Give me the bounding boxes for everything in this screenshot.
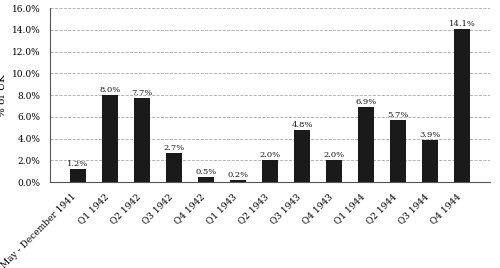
Bar	[358, 107, 374, 182]
Bar	[198, 177, 214, 182]
Text: 0.2%: 0.2%	[228, 171, 248, 179]
Bar	[166, 153, 182, 182]
Text: 7.7%: 7.7%	[132, 89, 152, 97]
Bar	[454, 29, 470, 182]
Bar	[294, 130, 310, 182]
Text: 0.5%: 0.5%	[196, 168, 216, 176]
Bar	[70, 169, 86, 182]
Bar	[262, 161, 278, 182]
Y-axis label: % of UK: % of UK	[0, 74, 8, 117]
Text: 3.9%: 3.9%	[420, 131, 440, 139]
Text: 8.0%: 8.0%	[100, 86, 120, 94]
Bar	[422, 140, 438, 182]
Text: 4.8%: 4.8%	[291, 121, 313, 129]
Text: 1.2%: 1.2%	[68, 160, 88, 168]
Bar	[326, 161, 342, 182]
Bar	[390, 120, 406, 182]
Text: 2.0%: 2.0%	[324, 151, 344, 159]
Bar	[134, 98, 150, 182]
Text: 2.7%: 2.7%	[164, 144, 184, 152]
Text: 6.9%: 6.9%	[356, 98, 376, 106]
Bar	[102, 95, 118, 182]
Text: 2.0%: 2.0%	[260, 151, 280, 159]
Text: 5.7%: 5.7%	[388, 111, 408, 119]
Bar	[230, 180, 246, 182]
Text: 14.1%: 14.1%	[448, 20, 475, 28]
